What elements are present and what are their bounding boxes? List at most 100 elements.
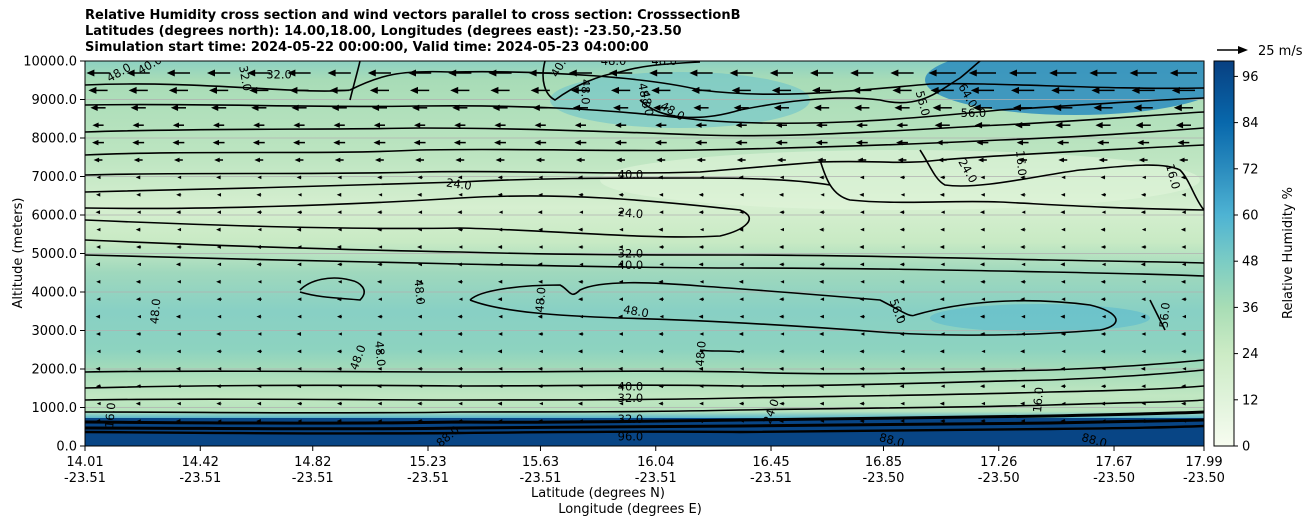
wind-vector — [135, 227, 141, 232]
contour-label: 48.0 — [622, 302, 650, 320]
contour-label: 24.0 — [617, 205, 644, 221]
wind-vector — [136, 419, 141, 423]
wind-vector — [256, 419, 262, 423]
wind-vector — [296, 332, 302, 336]
wind-vector — [371, 104, 387, 111]
wind-vector — [932, 104, 952, 112]
wind-vector — [377, 401, 382, 406]
wind-vector — [296, 210, 302, 215]
wind-vector — [497, 192, 503, 197]
wind-vector — [297, 245, 302, 249]
x-tick-label-lat: 17.26 — [980, 455, 1017, 470]
wind-vector — [498, 314, 503, 319]
wind-vector — [698, 192, 704, 197]
wind-vector — [457, 384, 463, 389]
wind-vector — [773, 104, 789, 111]
wind-vector — [940, 262, 945, 267]
wind-vector — [698, 419, 704, 423]
wind-vector — [1182, 419, 1187, 423]
wind-vector — [1100, 175, 1106, 180]
wind-vector — [820, 193, 825, 197]
wind-vector — [538, 279, 543, 284]
wind-vector — [1097, 139, 1109, 146]
wind-vector — [1141, 245, 1147, 249]
wind-vector — [136, 210, 141, 214]
wind-vector — [658, 332, 664, 336]
colorbar-tick-label: 72 — [1242, 162, 1259, 177]
wind-vector — [699, 384, 704, 388]
x-tick-label-lat: 14.42 — [182, 455, 219, 470]
wind-vector — [337, 227, 342, 232]
wind-vector — [613, 104, 629, 111]
wind-vector — [859, 192, 865, 197]
wind-vector — [217, 314, 222, 319]
wind-vector — [294, 157, 304, 163]
wind-vector — [979, 262, 985, 267]
wind-vector — [1021, 314, 1026, 319]
wind-vector — [135, 349, 141, 354]
wind-vector — [618, 332, 623, 336]
wind-vector — [378, 297, 382, 301]
wind-vector — [497, 401, 503, 406]
wind-vector — [981, 401, 986, 406]
wind-vector — [857, 157, 867, 163]
wind-vector — [859, 349, 865, 354]
wind-vector — [1060, 384, 1066, 389]
y-tick-label: 7000.0 — [32, 170, 78, 185]
contour-label: 56.0 — [913, 89, 933, 117]
chart-title-line-2: Latitudes (degrees north): 14.00,18.00, … — [85, 24, 682, 39]
wind-vector — [135, 332, 141, 336]
wind-vector — [1101, 419, 1106, 423]
x-tick-label-lat: 15.23 — [409, 455, 446, 470]
wind-vector — [135, 175, 141, 180]
wind-vector — [216, 384, 222, 389]
wind-vector — [698, 297, 704, 302]
contour-label: 32.0 — [618, 247, 644, 261]
wind-vector — [450, 86, 470, 94]
wind-vector — [539, 401, 543, 406]
wind-vector — [498, 262, 503, 267]
wind-vector — [252, 139, 265, 146]
wind-vector — [495, 157, 505, 163]
wind-vector — [1021, 210, 1026, 214]
wind-vector — [658, 279, 664, 284]
wind-vector — [1100, 192, 1106, 197]
wind-vector — [1140, 262, 1146, 267]
wind-vector — [771, 86, 792, 94]
wind-vector — [860, 227, 865, 232]
wind-vector — [860, 280, 865, 284]
wind-vector — [373, 122, 385, 128]
wind-vector — [95, 384, 101, 389]
wind-vector — [1020, 245, 1026, 249]
wind-vector — [738, 384, 744, 389]
x-tick-label-lat: 14.82 — [294, 455, 331, 470]
wind-vector — [618, 384, 624, 389]
wind-vector — [1061, 401, 1066, 406]
wind-vector — [249, 86, 269, 94]
wind-vector — [860, 384, 865, 388]
wind-vector — [1129, 69, 1157, 77]
wind-vector — [217, 262, 222, 267]
wind-vector — [212, 139, 225, 146]
wind-vector — [135, 279, 141, 284]
wind-vector — [937, 157, 947, 163]
wind-vector — [936, 139, 949, 146]
contour-label: 88.0 — [1080, 430, 1108, 450]
wind-vector — [216, 175, 222, 180]
wind-vector — [453, 139, 466, 146]
wind-vector — [940, 384, 945, 388]
wind-vector — [899, 210, 905, 215]
colorbar-tick-label: 0 — [1242, 440, 1250, 455]
wind-vector — [968, 69, 997, 77]
contour-label: 16.0 — [102, 402, 118, 429]
wind-vector — [899, 175, 905, 180]
wind-vector — [659, 210, 664, 214]
wind-vector — [619, 349, 624, 354]
wind-vector — [1061, 349, 1066, 354]
wind-vector — [578, 384, 583, 389]
y-tick-label: 6000.0 — [32, 209, 78, 224]
colorbar-tick-label: 48 — [1242, 255, 1259, 270]
wind-vector — [1140, 314, 1146, 319]
wind-vector — [337, 262, 343, 267]
wind-vector — [1060, 366, 1066, 371]
